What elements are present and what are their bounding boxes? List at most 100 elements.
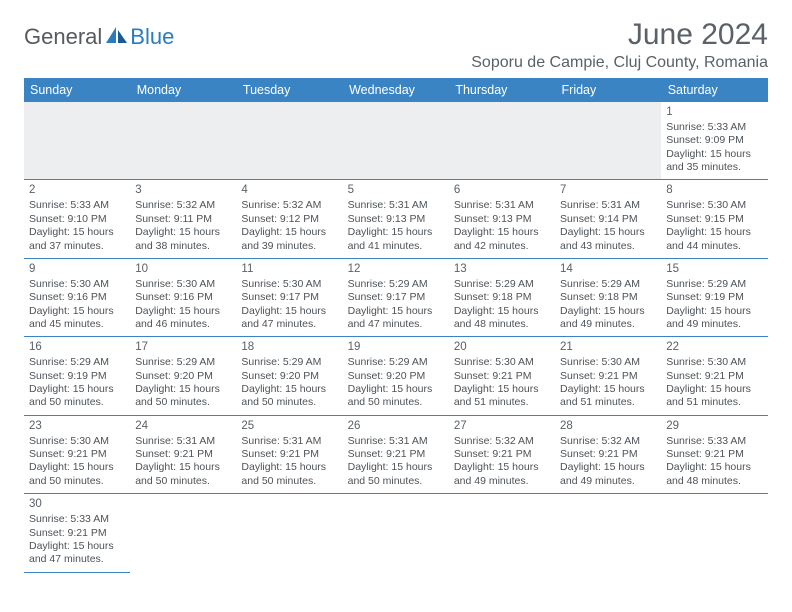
day-number: 14 — [560, 262, 656, 277]
daylight-line: Daylight: 15 hours and 47 minutes. — [29, 540, 125, 567]
sunset-line: Sunset: 9:21 PM — [454, 448, 550, 461]
sunrise-line: Sunrise: 5:30 AM — [29, 278, 125, 291]
daylight-line: Daylight: 15 hours and 42 minutes. — [454, 226, 550, 253]
sunrise-line: Sunrise: 5:32 AM — [241, 199, 337, 212]
daylight-line: Daylight: 15 hours and 50 minutes. — [348, 461, 444, 488]
title-block: June 2024 Soporu de Campie, Cluj County,… — [471, 18, 768, 72]
daylight-line: Daylight: 15 hours and 51 minutes. — [454, 383, 550, 410]
daylight-line: Daylight: 15 hours and 47 minutes. — [348, 305, 444, 332]
day-cell: 3Sunrise: 5:32 AMSunset: 9:11 PMDaylight… — [130, 180, 236, 258]
sunset-line: Sunset: 9:21 PM — [666, 448, 762, 461]
sunrise-line: Sunrise: 5:30 AM — [666, 356, 762, 369]
sunset-line: Sunset: 9:09 PM — [666, 134, 762, 147]
day-number: 18 — [241, 340, 337, 355]
sunrise-line: Sunrise: 5:31 AM — [348, 435, 444, 448]
sunrise-line: Sunrise: 5:33 AM — [29, 513, 125, 526]
header: General Blue June 2024 Soporu de Campie,… — [24, 18, 768, 72]
blank-cell — [236, 102, 342, 180]
empty-cell — [449, 494, 555, 572]
daylight-line: Daylight: 15 hours and 50 minutes. — [135, 461, 231, 488]
sunrise-line: Sunrise: 5:31 AM — [241, 435, 337, 448]
sunrise-line: Sunrise: 5:30 AM — [454, 356, 550, 369]
day-number: 3 — [135, 183, 231, 198]
day-cell: 27Sunrise: 5:32 AMSunset: 9:21 PMDayligh… — [449, 415, 555, 493]
sunset-line: Sunset: 9:19 PM — [666, 291, 762, 304]
day-cell: 1Sunrise: 5:33 AMSunset: 9:09 PMDaylight… — [661, 102, 767, 180]
day-cell: 13Sunrise: 5:29 AMSunset: 9:18 PMDayligh… — [449, 258, 555, 336]
blank-cell — [449, 102, 555, 180]
logo-sail-icon — [106, 27, 128, 43]
day-cell: 25Sunrise: 5:31 AMSunset: 9:21 PMDayligh… — [236, 415, 342, 493]
day-number: 29 — [666, 419, 762, 434]
day-number: 27 — [454, 419, 550, 434]
calendar-table: SundayMondayTuesdayWednesdayThursdayFrid… — [24, 78, 768, 573]
sunset-line: Sunset: 9:11 PM — [135, 213, 231, 226]
column-header: Thursday — [449, 78, 555, 102]
sunset-line: Sunset: 9:13 PM — [454, 213, 550, 226]
sunset-line: Sunset: 9:21 PM — [135, 448, 231, 461]
sunrise-line: Sunrise: 5:30 AM — [135, 278, 231, 291]
sunrise-line: Sunrise: 5:30 AM — [666, 199, 762, 212]
logo: General Blue — [24, 24, 174, 50]
logo-text-general: General — [24, 24, 102, 50]
location: Soporu de Campie, Cluj County, Romania — [471, 54, 768, 72]
sunset-line: Sunset: 9:21 PM — [348, 448, 444, 461]
day-cell: 8Sunrise: 5:30 AMSunset: 9:15 PMDaylight… — [661, 180, 767, 258]
day-cell: 22Sunrise: 5:30 AMSunset: 9:21 PMDayligh… — [661, 337, 767, 415]
day-cell: 2Sunrise: 5:33 AMSunset: 9:10 PMDaylight… — [24, 180, 130, 258]
day-cell: 6Sunrise: 5:31 AMSunset: 9:13 PMDaylight… — [449, 180, 555, 258]
sunrise-line: Sunrise: 5:33 AM — [666, 435, 762, 448]
empty-cell — [343, 494, 449, 572]
day-number: 24 — [135, 419, 231, 434]
calendar-page: General Blue June 2024 Soporu de Campie,… — [0, 0, 792, 591]
day-cell: 28Sunrise: 5:32 AMSunset: 9:21 PMDayligh… — [555, 415, 661, 493]
sunset-line: Sunset: 9:20 PM — [241, 370, 337, 383]
sunrise-line: Sunrise: 5:29 AM — [454, 278, 550, 291]
day-number: 21 — [560, 340, 656, 355]
day-number: 23 — [29, 419, 125, 434]
sunset-line: Sunset: 9:10 PM — [29, 213, 125, 226]
sunrise-line: Sunrise: 5:32 AM — [135, 199, 231, 212]
daylight-line: Daylight: 15 hours and 39 minutes. — [241, 226, 337, 253]
calendar-body: 1 Sunrise: 5:33 AM Sunset: 9:09 PM Daylight… — [24, 102, 768, 572]
day-number: 11 — [241, 262, 337, 277]
sunrise-line: Sunrise: 5:29 AM — [29, 356, 125, 369]
sunrise-line: Sunrise: 5:33 AM — [29, 199, 125, 212]
logo-text-blue: Blue — [130, 24, 174, 50]
day-number: 1 — [666, 105, 762, 120]
day-cell: 14Sunrise: 5:29 AMSunset: 9:18 PMDayligh… — [555, 258, 661, 336]
day-number: 16 — [29, 340, 125, 355]
sunset-line: Sunset: 9:16 PM — [29, 291, 125, 304]
month-title: June 2024 — [471, 18, 768, 52]
day-number: 19 — [348, 340, 444, 355]
daylight-line: Daylight: 15 hours and 50 minutes. — [29, 383, 125, 410]
day-number: 30 — [29, 497, 125, 512]
day-number: 10 — [135, 262, 231, 277]
sunrise-line: Sunrise: 5:30 AM — [241, 278, 337, 291]
sunset-line: Sunset: 9:15 PM — [666, 213, 762, 226]
sunset-line: Sunset: 9:21 PM — [29, 527, 125, 540]
column-header: Tuesday — [236, 78, 342, 102]
day-cell: 7Sunrise: 5:31 AMSunset: 9:14 PMDaylight… — [555, 180, 661, 258]
day-cell: 19Sunrise: 5:29 AMSunset: 9:20 PMDayligh… — [343, 337, 449, 415]
sunset-line: Sunset: 9:21 PM — [560, 370, 656, 383]
sunset-line: Sunset: 9:20 PM — [135, 370, 231, 383]
column-header: Friday — [555, 78, 661, 102]
sunset-line: Sunset: 9:21 PM — [666, 370, 762, 383]
day-cell: 9Sunrise: 5:30 AMSunset: 9:16 PMDaylight… — [24, 258, 130, 336]
daylight-line: Daylight: 15 hours and 49 minutes. — [560, 305, 656, 332]
daylight-line: Daylight: 15 hours and 50 minutes. — [241, 383, 337, 410]
empty-cell — [130, 494, 236, 572]
day-cell: 16Sunrise: 5:29 AMSunset: 9:19 PMDayligh… — [24, 337, 130, 415]
day-cell: 11Sunrise: 5:30 AMSunset: 9:17 PMDayligh… — [236, 258, 342, 336]
sunset-line: Sunset: 9:16 PM — [135, 291, 231, 304]
column-header: Monday — [130, 78, 236, 102]
blank-cell — [343, 102, 449, 180]
daylight-line: Daylight: 15 hours and 44 minutes. — [666, 226, 762, 253]
sunrise-line: Sunrise: 5:30 AM — [560, 356, 656, 369]
daylight-line: Daylight: 15 hours and 43 minutes. — [560, 226, 656, 253]
day-cell: 30Sunrise: 5:33 AMSunset: 9:21 PMDayligh… — [24, 494, 130, 572]
day-cell: 29Sunrise: 5:33 AMSunset: 9:21 PMDayligh… — [661, 415, 767, 493]
empty-cell — [236, 494, 342, 572]
daylight-line: Daylight: 15 hours and 50 minutes. — [348, 383, 444, 410]
